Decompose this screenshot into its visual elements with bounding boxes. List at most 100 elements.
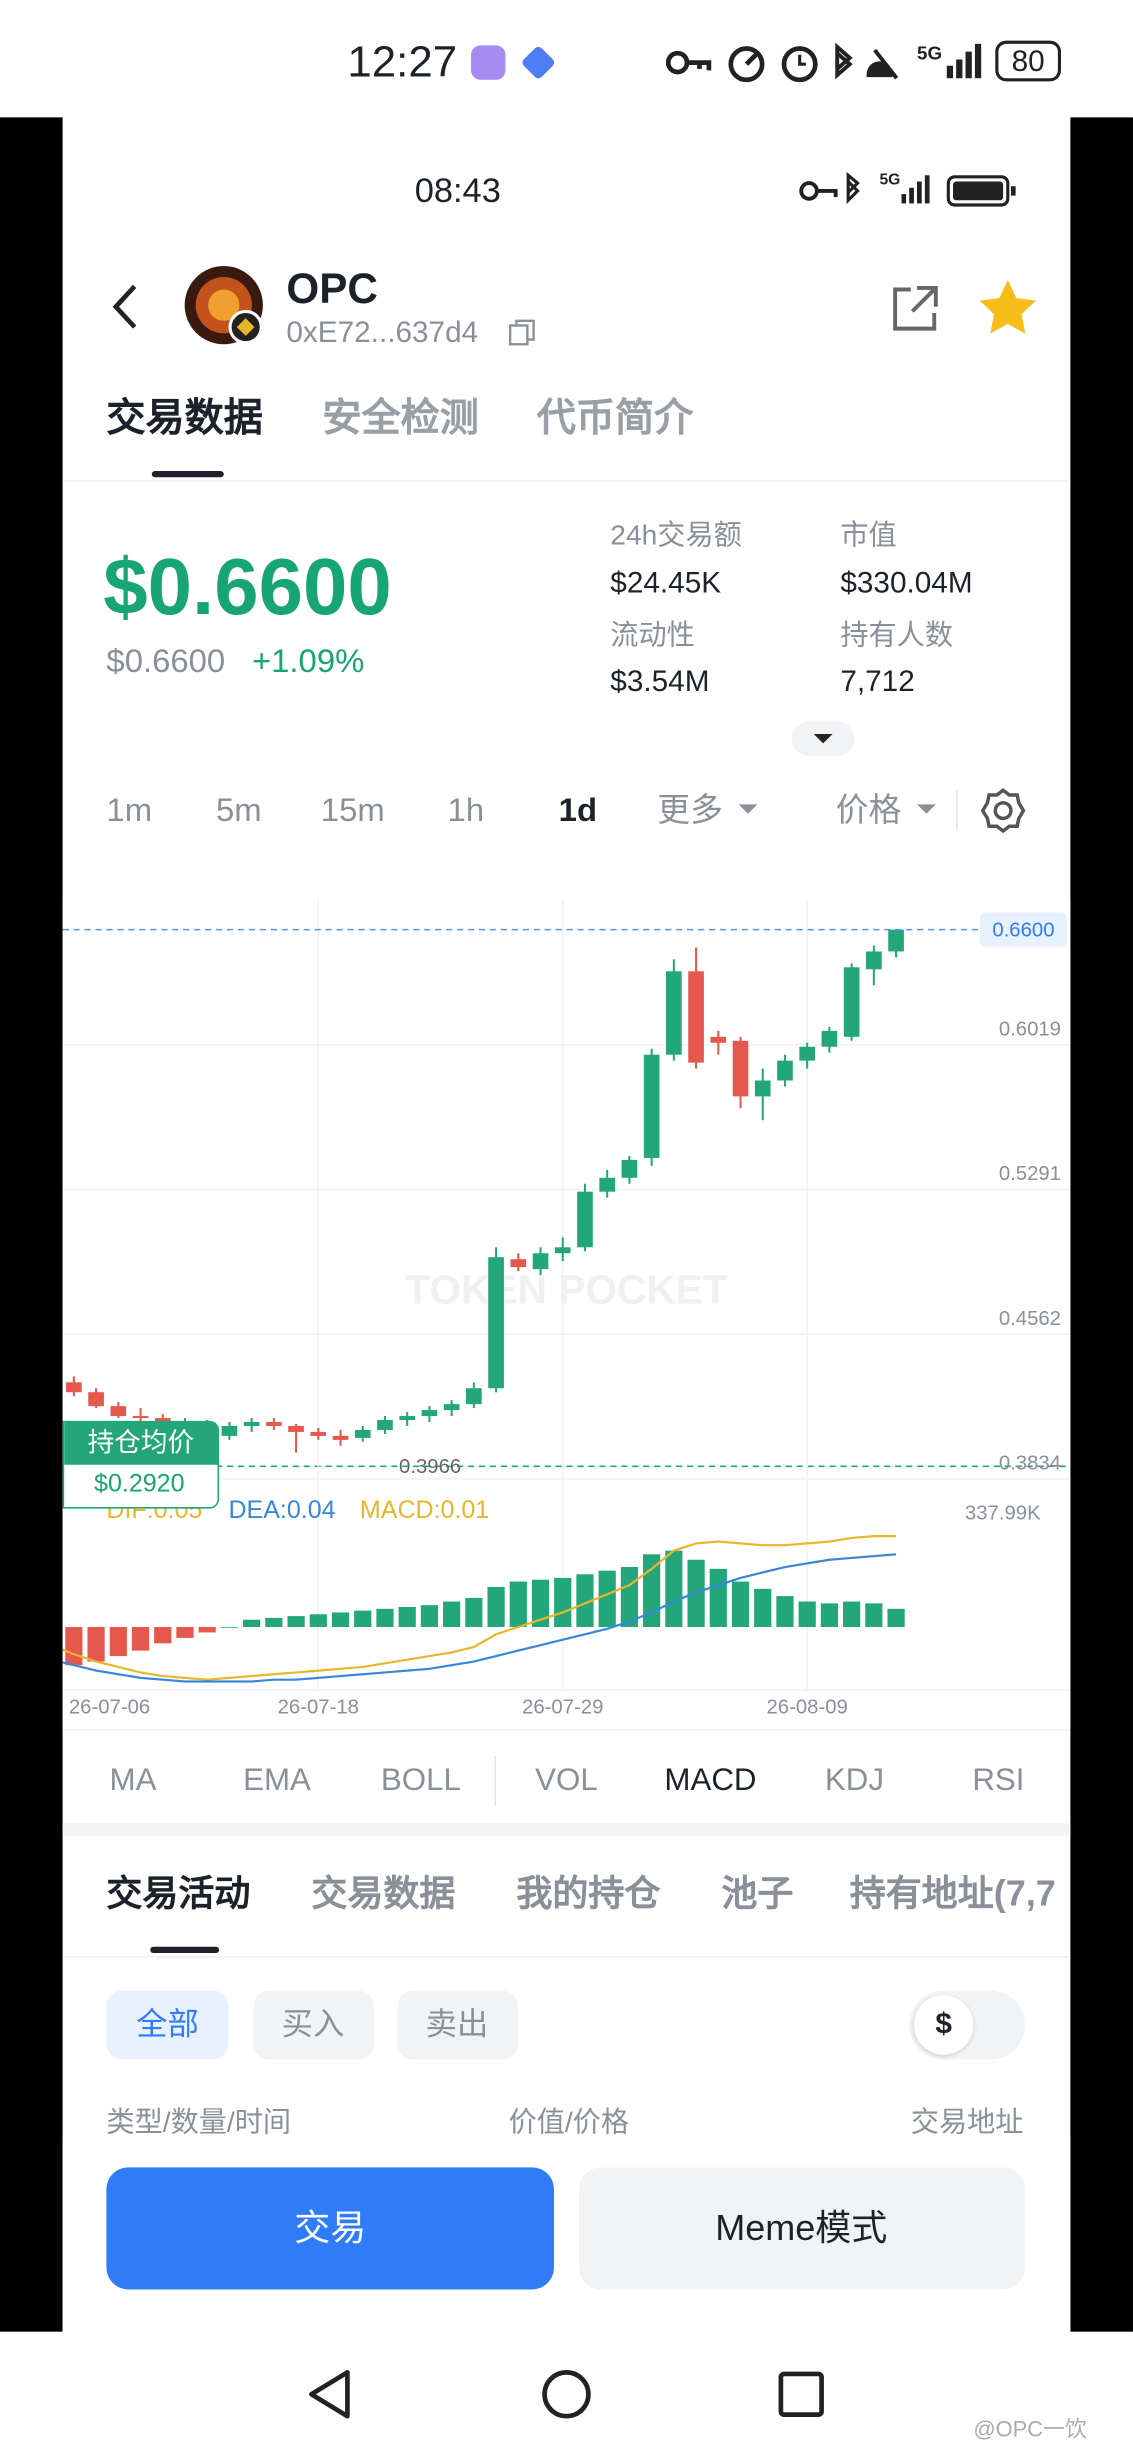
copy-icon[interactable] (507, 318, 538, 349)
candle-body (510, 1259, 527, 1268)
current-price-tag (979, 912, 1068, 947)
trade-button[interactable] (106, 2167, 554, 2290)
macd-bar (220, 1626, 239, 1628)
candle-body (866, 951, 882, 970)
macd-bar (843, 1601, 861, 1627)
divider (62, 480, 1071, 482)
candle-body (732, 1040, 749, 1097)
section-gap (62, 1823, 1071, 1836)
indicator[interactable]: MACD (664, 1763, 757, 1799)
candle-body (843, 967, 860, 1037)
indicator[interactable]: BOLL (380, 1763, 461, 1799)
share-button[interactable] (889, 282, 942, 335)
activity-tab[interactable]: 池子 (721, 1872, 794, 1914)
filter-active (106, 1990, 229, 2060)
meme-button[interactable] (579, 2167, 1026, 2290)
macd-bar (820, 1603, 839, 1627)
macd-bar (531, 1579, 550, 1627)
candle-body (643, 1054, 660, 1158)
currency-toggle[interactable]: $ (935, 2008, 952, 2042)
indicator[interactable]: EMA (243, 1763, 311, 1799)
candle-body (666, 971, 682, 1055)
candle-body (821, 1030, 838, 1047)
stat-value: $24.45K (610, 567, 722, 601)
candle-body (132, 1416, 149, 1419)
more-menu[interactable]: 更多 (657, 792, 723, 829)
tab[interactable]: 代币简介 (536, 396, 694, 441)
activity-tab[interactable]: 我的持仓 (516, 1872, 661, 1914)
nav-recent[interactable] (778, 2371, 824, 2417)
indicator[interactable]: RSI (972, 1763, 1025, 1799)
trade-button-label: 交易 (294, 2207, 367, 2248)
x-tick-label: 26-08-09 (766, 1697, 847, 1719)
candle-body (554, 1247, 571, 1254)
interval[interactable]: 1d (558, 792, 598, 829)
macd-bar (287, 1616, 305, 1627)
tab[interactable]: 交易数据 (106, 396, 263, 441)
filter[interactable]: 全部 (136, 2007, 199, 2043)
tab-indicator (151, 471, 224, 478)
candle-body (577, 1191, 593, 1248)
candle-body (799, 1046, 815, 1061)
macd-legend: DEA:0.04 (228, 1496, 335, 1524)
price: $0.6600 (103, 542, 392, 632)
macd-legend: MACD:0.01 (360, 1496, 489, 1524)
column-header: 类型/数量/时间 (106, 2106, 292, 2138)
stat-value: $330.04M (840, 567, 973, 601)
caret (738, 804, 758, 814)
avg-cost-tag (62, 1420, 220, 1509)
stat-value: $3.54M (610, 665, 710, 699)
indicator[interactable]: MA (109, 1763, 157, 1799)
price-usd: $0.6600 (106, 643, 226, 680)
separator (956, 790, 958, 831)
macd-bar (709, 1568, 727, 1627)
app-status-network: 5G (879, 172, 901, 190)
tab-indicator (150, 1946, 220, 1953)
candle-body (332, 1435, 349, 1440)
nav-back[interactable] (309, 2370, 350, 2419)
nav-home[interactable] (542, 2370, 591, 2419)
interval[interactable]: 15m (320, 792, 385, 829)
favorite-button[interactable] (976, 277, 1039, 340)
macd-bar (443, 1601, 461, 1627)
candle-body (221, 1425, 238, 1436)
price-menu[interactable]: 价格 (835, 792, 902, 829)
macd-bar (243, 1619, 261, 1627)
filter[interactable]: 卖出 (425, 2007, 489, 2043)
macd-bar (420, 1605, 439, 1627)
column-header: 价值/价格 (508, 2106, 630, 2138)
separator (494, 1755, 497, 1806)
macd-bar (776, 1596, 794, 1627)
status-app-icons (471, 45, 555, 80)
indicator[interactable]: KDJ (824, 1763, 885, 1799)
interval[interactable]: 1h (447, 792, 485, 829)
candle-body (310, 1431, 327, 1436)
signal-icon (946, 43, 982, 79)
activity-tab[interactable]: 交易活动 (106, 1872, 251, 1914)
indicator[interactable]: VOL (535, 1763, 598, 1799)
candle-body (443, 1404, 460, 1411)
macd-bar (198, 1626, 216, 1633)
candle-body (110, 1406, 127, 1417)
status-time: 12:27 (347, 37, 458, 87)
candle-body (399, 1416, 416, 1421)
expand-button[interactable] (791, 721, 855, 756)
tab[interactable]: 安全检测 (322, 396, 479, 441)
macd-bar (87, 1626, 105, 1662)
activity-tab[interactable]: 交易数据 (311, 1872, 456, 1914)
activity-tab[interactable]: 持有地址(7,7 (849, 1872, 1056, 1914)
macd-bar (309, 1614, 327, 1627)
back-button[interactable] (103, 282, 147, 332)
interval[interactable]: 5m (215, 792, 262, 829)
avg-cost-label: 持仓均价 (87, 1427, 195, 1458)
candle-body (421, 1410, 438, 1417)
candle-body (88, 1392, 104, 1407)
macd-bar (109, 1626, 127, 1657)
interval[interactable]: 1m (106, 792, 153, 829)
candle-body (621, 1159, 638, 1178)
filter[interactable]: 买入 (281, 2007, 345, 2043)
candle-body (354, 1429, 371, 1438)
y-tick-label: 0.5291 (999, 1163, 1061, 1185)
stat-value: 7,712 (840, 665, 915, 699)
settings-button[interactable] (980, 787, 1027, 834)
